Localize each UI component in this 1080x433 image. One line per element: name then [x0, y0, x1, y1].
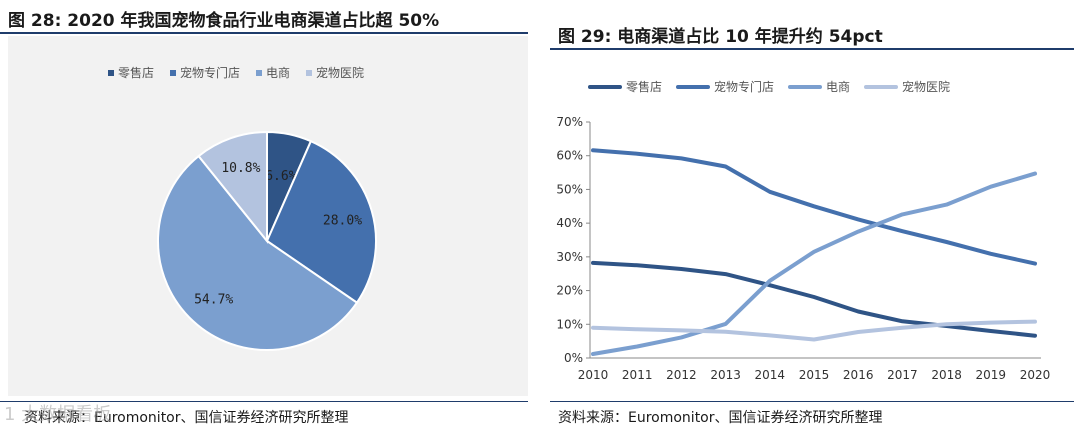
x-tick-label: 2011: [622, 368, 653, 382]
legend-swatch: [108, 69, 114, 76]
legend-swatch: [588, 84, 622, 89]
legend-item-ecommerce: 电商: [256, 64, 290, 81]
title-rule: [0, 32, 528, 34]
pie-slice-label: 28.0%: [323, 213, 362, 228]
x-tick-label: 2017: [887, 368, 918, 382]
legend-label: 电商: [826, 80, 851, 94]
legend-item-specialty: 宠物专门店: [170, 64, 240, 81]
x-tick-label: 2012: [666, 368, 697, 382]
x-tick-label: 2015: [799, 368, 830, 382]
legend-swatch: [788, 84, 823, 89]
bottom-rule: [0, 401, 528, 402]
pie-legend: 零售店 宠物专门店 电商 宠物医院: [108, 64, 364, 81]
legend-item-retail: 零售店: [108, 64, 154, 81]
legend-label: 宠物专门店: [180, 66, 241, 80]
y-tick-label: 0%: [564, 351, 583, 365]
x-tick-label: 2013: [710, 368, 741, 382]
x-tick-label: 2018: [931, 368, 962, 382]
series-line: [591, 260, 1037, 338]
bottom-rule: [550, 401, 1074, 402]
line-figure: 图 29: 电商渠道占比 10 年提升约 54pct 零售店 宠物专门店 电商 …: [550, 0, 1080, 433]
legend-item-hospital: 宠物医院: [306, 64, 364, 81]
line-legend: 零售店 宠物专门店 电商 宠物医院: [588, 78, 950, 95]
title-rule: [550, 48, 1074, 50]
pie-figure: 图 28: 2020 年我国宠物食品行业电商渠道占比超 50% 零售店 宠物专门…: [0, 0, 528, 433]
legend-item-specialty: 宠物专门店: [676, 78, 774, 95]
x-tick-label: 2014: [755, 368, 786, 382]
pie-figure-title: 图 28: 2020 年我国宠物食品行业电商渠道占比超 50%: [8, 11, 440, 31]
y-tick-label: 20%: [556, 284, 583, 298]
line-source-note: 资料来源：Euromonitor、国信证券经济研究所整理: [558, 410, 883, 426]
y-tick-label: 10%: [556, 317, 583, 331]
watermark: 1 大数据看板: [4, 404, 112, 425]
x-tick-label: 2016: [843, 368, 874, 382]
pie-chart-area: 零售店 宠物专门店 电商 宠物医院 6.6% 28.0% 54.7% 10.8%: [8, 36, 528, 396]
legend-swatch: [306, 69, 313, 76]
series-line: [591, 148, 1037, 266]
pie-svg: 6.6% 28.0% 54.7% 10.8%: [157, 130, 377, 351]
legend-label: 零售店: [118, 66, 155, 80]
legend-label: 电商: [266, 66, 291, 80]
legend-label: 宠物医院: [316, 66, 365, 80]
legend-item-hospital: 宠物医院: [864, 78, 950, 95]
line-svg: 0% 10% 20% 30% 40% 50% 60% 70% 2010 2011 2012 2013 2…: [556, 115, 1051, 382]
pie-slice: [157, 154, 359, 351]
y-tick-label: 30%: [556, 250, 583, 264]
y-tick-label: 70%: [556, 115, 583, 129]
pie-slice-label: 10.8%: [221, 161, 260, 176]
pie-slice-label: 54.7%: [194, 293, 233, 308]
pie-slice-label: 6.6%: [265, 169, 296, 184]
legend-swatch: [170, 69, 177, 76]
y-tick-label: 40%: [556, 216, 583, 230]
pie-slice: [197, 130, 268, 244]
legend-item-retail: 零售店: [588, 78, 662, 95]
x-tick-label: 2010: [578, 368, 609, 382]
legend-swatch: [676, 84, 711, 89]
legend-item-ecommerce: 电商: [788, 78, 850, 95]
legend-swatch: [256, 69, 263, 76]
pie-slice: [265, 139, 377, 305]
y-tick-label: 60%: [556, 149, 583, 163]
x-tick-label: 2019: [976, 368, 1007, 382]
line-figure-title: 图 29: 电商渠道占比 10 年提升约 54pct: [558, 27, 883, 47]
series-line: [591, 171, 1037, 356]
series-line: [591, 319, 1037, 342]
x-tick-label: 2020: [1020, 368, 1051, 382]
y-tick-label: 50%: [556, 182, 583, 196]
legend-label: 零售店: [626, 80, 663, 94]
legend-label: 宠物专门店: [714, 80, 775, 94]
legend-label: 宠物医院: [902, 80, 951, 94]
pie-source-note: 资料来源：Euromonitor、国信证券经济研究所整理: [24, 410, 349, 426]
legend-swatch: [864, 84, 899, 89]
